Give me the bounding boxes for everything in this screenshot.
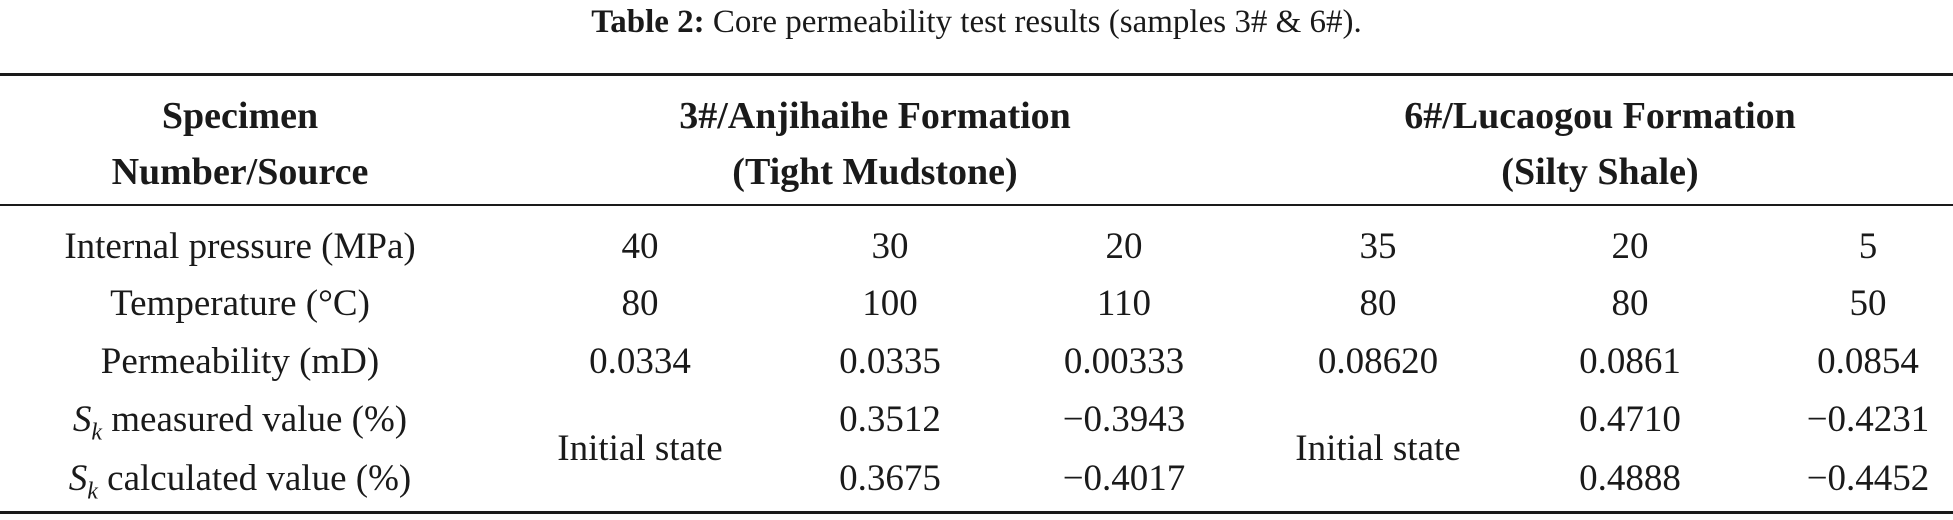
initial-state-6: Initial state	[1295, 428, 1461, 469]
table-cell: 50	[1849, 283, 1887, 324]
row-label-temperature: Temperature (°C)	[110, 283, 370, 324]
table-cell: 0.08620	[1317, 341, 1439, 382]
table-cell: 20	[1105, 226, 1143, 267]
initial-state-3: Initial state	[557, 428, 723, 469]
header-group-3-line1: 3#/Anjihaihe Formation	[679, 95, 1071, 137]
row-label-pressure: Internal pressure (MPa)	[64, 226, 416, 267]
header-group-6-line1: 6#/Lucaogou Formation	[1404, 95, 1796, 137]
table-cell: 100	[862, 283, 918, 324]
table-caption: Table 2: Core permeability test results …	[0, 2, 1953, 42]
table-cell: 0.0335	[839, 341, 941, 382]
header-group-3-line2: (Tight Mudstone)	[732, 151, 1018, 193]
table-cell: 0.0334	[589, 341, 691, 382]
table-cell: 0.00333	[1063, 341, 1185, 382]
table-cell: 5	[1858, 226, 1878, 267]
top-rule	[0, 73, 1953, 76]
header-specimen-line1: Specimen	[161, 95, 319, 137]
sk-subscript: k	[91, 419, 103, 446]
table-cell: 20	[1611, 226, 1649, 267]
table-cell: 35	[1359, 226, 1397, 267]
table-cell: 0.4888	[1579, 458, 1681, 499]
table-cell: −0.4231	[1806, 399, 1930, 440]
sk-symbol: S	[68, 458, 88, 499]
sk-calculated-text: calculated value (%)	[97, 458, 412, 499]
header-group-6-line2: (Silty Shale)	[1501, 151, 1699, 193]
table-cell: 0.3512	[839, 399, 941, 440]
table-cell: 40	[621, 226, 659, 267]
table-cell: 0.4710	[1579, 399, 1681, 440]
sk-measured-text: measured value (%)	[102, 399, 408, 440]
table-cell: 0.3675	[839, 458, 941, 499]
row-label-permeability: Permeability (mD)	[100, 341, 380, 382]
table-cell: −0.3943	[1062, 399, 1186, 440]
table-cell: 0.0861	[1579, 341, 1681, 382]
table-cell: 80	[621, 283, 659, 324]
header-rule	[0, 204, 1953, 206]
table-cell: −0.4017	[1062, 458, 1186, 499]
table-cell: 30	[871, 226, 909, 267]
caption-label: Table 2:	[591, 4, 705, 40]
bottom-rule	[0, 511, 1953, 514]
row-label-sk-measured: Sk measured value (%)	[0, 391, 480, 461]
table-cell: 110	[1096, 283, 1152, 324]
table-cell: 80	[1359, 283, 1397, 324]
sk-symbol: S	[72, 399, 92, 440]
table-cell: 0.0854	[1817, 341, 1919, 382]
header-specimen-line2: Number/Source	[111, 151, 369, 193]
caption-text: Core permeability test results (samples …	[704, 4, 1362, 40]
row-label-sk-calculated: Sk calculated value (%)	[0, 450, 480, 520]
sk-subscript: k	[87, 478, 98, 505]
table-cell: 80	[1611, 283, 1649, 324]
table-cell: −0.4452	[1806, 458, 1930, 499]
